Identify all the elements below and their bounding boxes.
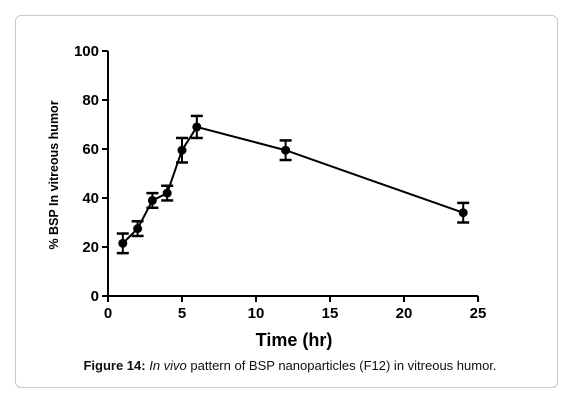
figure-caption: Figure 14: In vivo pattern of BSP nanopa…: [0, 358, 580, 373]
caption-italic: In vivo: [149, 358, 187, 373]
y-tick-label: 60: [82, 141, 99, 158]
x-tick-label: 5: [178, 305, 186, 322]
y-tick-label: 40: [82, 190, 99, 207]
data-point: [162, 188, 172, 198]
data-point: [133, 224, 143, 234]
chart-axes: 0 20 40 60 80 100 0 5 10 15 20 25: [74, 43, 486, 322]
x-axis-title: Time (hr): [256, 330, 333, 350]
caption-label: Figure 14:: [83, 358, 146, 373]
x-tick-label: 10: [248, 305, 265, 322]
data-point: [281, 145, 291, 155]
caption-text: pattern of BSP nanoparticles (F12) in vi…: [186, 358, 497, 373]
y-tick-label: 100: [74, 43, 99, 60]
x-tick-label: 25: [470, 305, 487, 322]
data-point: [118, 238, 128, 248]
y-axis-title: % BSP In vitreous humor: [47, 100, 61, 249]
x-tick-label: 20: [396, 305, 413, 322]
data-point: [192, 122, 202, 132]
data-point: [458, 208, 468, 218]
data-point: [147, 195, 157, 205]
figure-frame: [15, 15, 558, 388]
series-line: [122, 125, 464, 245]
chart-series: [116, 114, 470, 255]
y-tick-label: 20: [82, 239, 99, 256]
y-tick-label: 0: [91, 288, 99, 305]
x-tick-label: 0: [104, 305, 112, 322]
data-point: [177, 145, 187, 155]
y-tick-label: 80: [82, 92, 99, 109]
x-tick-label: 15: [322, 305, 339, 322]
